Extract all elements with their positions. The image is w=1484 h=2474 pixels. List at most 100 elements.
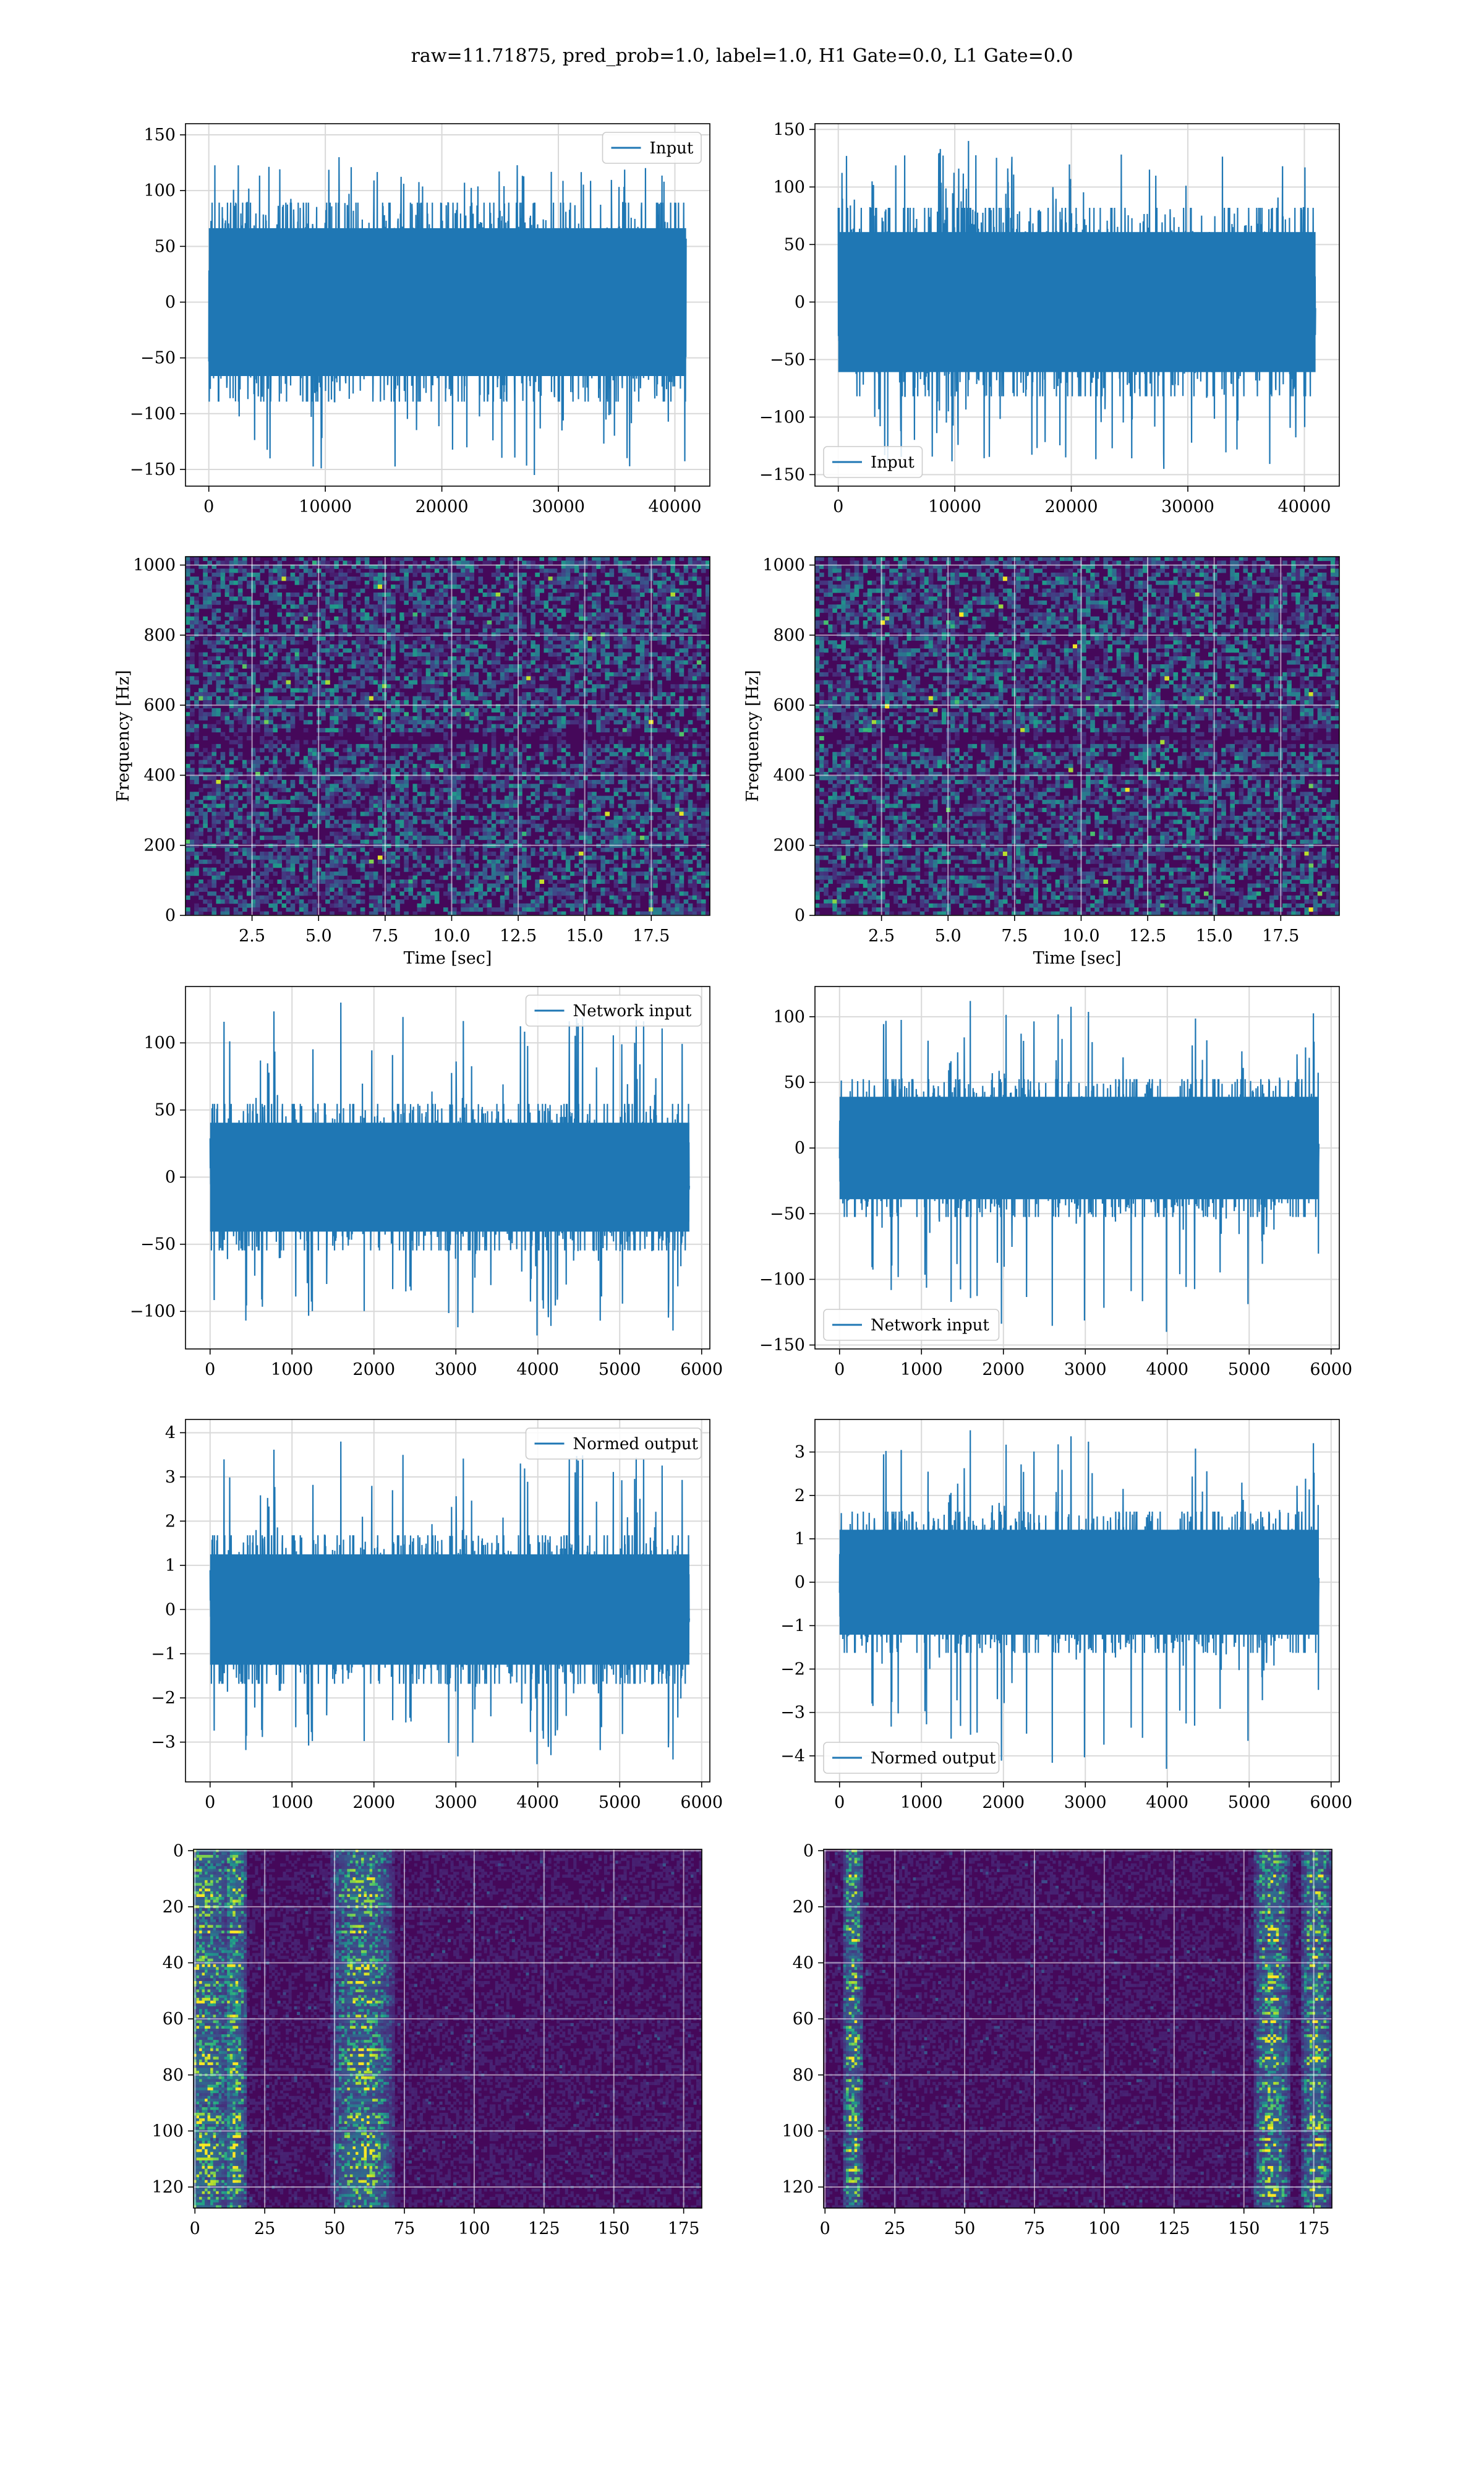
heatmap-cell [334,768,339,773]
heatmap-cell [312,640,317,645]
heatmap-cell [321,596,326,601]
heatmap-cell [338,576,343,581]
heatmap-cell [504,612,510,617]
heatmap-cell [438,839,444,844]
heatmap-cell [338,568,343,573]
heatmap-cell [609,660,615,665]
heatmap-cell [233,557,239,562]
heatmap-cell [356,568,361,573]
heatmap-cell [701,604,706,609]
heatmap-cell [307,800,313,805]
heatmap-cell [434,568,440,573]
heatmap-cell [364,748,370,753]
heatmap-cell [391,652,396,657]
heatmap-cell [338,823,343,828]
heatmap-cell [198,692,203,697]
heatmap-cell [360,724,365,729]
heatmap-cell [618,564,623,569]
heatmap-cell [438,676,444,681]
heatmap-cell [186,764,190,769]
heatmap-cell [561,764,566,769]
heatmap-cell [500,644,505,649]
heatmap-cell [644,664,649,669]
heatmap-cell [644,588,649,593]
heatmap-cell [299,772,304,777]
heatmap-cell [194,557,199,562]
heatmap-cell [364,584,370,589]
heatmap-cell [334,751,339,756]
heatmap-cell [508,836,514,841]
heatmap-cell [491,688,497,693]
heatmap-cell [307,628,313,633]
heatmap-cell [242,792,247,797]
heatmap-cell [421,720,427,725]
heatmap-cell [587,624,592,629]
heatmap-cell [281,815,287,820]
heatmap-cell [539,588,545,593]
heatmap-cell [618,568,623,573]
heatmap-cell [430,660,435,665]
heatmap-cell [670,596,676,601]
heatmap-cell [504,728,510,733]
heatmap-cell [377,696,383,701]
heatmap-cell [404,644,409,649]
heatmap-cell [513,795,518,800]
heatmap-cell [242,847,247,852]
heatmap-cell [518,680,522,685]
heatmap-cell [211,644,217,649]
heatmap-cell [478,696,484,701]
heatmap-cell [592,684,597,689]
heatmap-cell [583,724,588,729]
heatmap-cell [312,668,317,673]
heatmap-cell [330,620,335,625]
heatmap-cell [631,644,636,649]
heatmap-cell [508,716,514,721]
heatmap-cell [579,836,584,841]
heatmap-cell [522,596,527,601]
heatmap-cell [391,768,396,773]
heatmap-cell [186,580,190,585]
heatmap-cell [670,640,676,645]
heatmap-cell [456,672,461,677]
heatmap-cell [474,712,479,717]
heatmap-cell [425,720,431,725]
heatmap-cell [198,800,203,805]
heatmap-cell [294,676,300,681]
heatmap-cell [491,664,497,669]
heatmap-cell [587,656,592,661]
heatmap-cell [338,584,343,589]
heatmap-cell [579,808,584,813]
heatmap-cell [518,756,522,761]
heatmap-cell [631,716,636,721]
heatmap-cell [408,828,414,833]
heatmap-cell [552,708,558,713]
heatmap-cell [618,779,623,784]
heatmap-cell [692,596,697,601]
heatmap-cell [273,784,278,789]
heatmap-cell [535,564,540,569]
heatmap-cell [518,572,522,577]
heatmap-cell [438,624,444,629]
heatmap-cell [303,828,309,833]
heatmap-cell [281,847,287,852]
heatmap-cell [544,568,549,573]
heatmap-cell [224,696,230,701]
heatmap-cell [666,724,671,729]
heatmap-cell [662,748,667,753]
heatmap-cell [229,768,234,773]
heatmap-cell [360,644,365,649]
heatmap-cell [670,600,676,605]
heatmap-cell [360,716,365,721]
heatmap-cell [579,612,584,617]
heatmap-cell [508,692,514,697]
heatmap-cell [666,751,671,756]
heatmap-cell [377,728,383,733]
heatmap-cell [303,624,309,629]
heatmap-cell [438,728,444,733]
heatmap-cell [683,756,689,761]
heatmap-cell [290,564,296,569]
heatmap-cell [343,620,348,625]
heatmap-cell [579,560,584,565]
heatmap-cell [237,743,243,748]
heatmap-cell [613,751,619,756]
